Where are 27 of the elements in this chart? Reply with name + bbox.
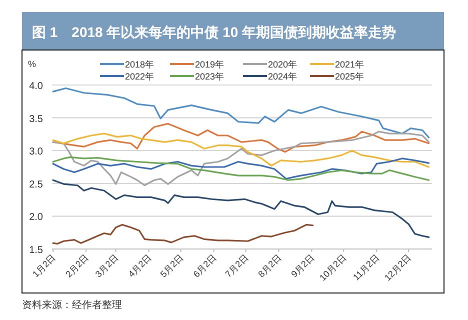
- x-tick-label: 9月2日: [289, 252, 316, 280]
- chart-title: 图 1 2018 年以来每年的中债 10 年期国债到期收益率走势: [32, 24, 396, 40]
- x-tick-label: 2月2日: [64, 252, 90, 280]
- legend-label: 2020年: [268, 60, 298, 70]
- x-tick-label: 6月2日: [191, 252, 218, 280]
- legend-label: 2025年: [335, 72, 364, 82]
- legend-label: 2021年: [335, 60, 364, 70]
- x-tick-label: 10月2日: [318, 252, 348, 283]
- x-tick-label: 12月2日: [382, 252, 413, 283]
- legend-label: 2022年: [125, 72, 154, 82]
- x-tick-label: 8月2日: [256, 252, 284, 280]
- x-tick-label: 5月2日: [158, 252, 186, 280]
- legend-label: 2018年: [125, 60, 154, 70]
- text: 资料来源：经作者整理: [22, 299, 122, 311]
- y-tick-label: 2.0: [29, 212, 44, 224]
- legend-label: 2023年: [195, 72, 224, 82]
- legend-label: 2024年: [268, 72, 298, 82]
- legend-label: 2019年: [195, 60, 224, 70]
- x-tick-label: 11月2日: [351, 252, 382, 282]
- y-tick-label: 2.5: [29, 179, 44, 190]
- y-tick-label: 4.0: [29, 81, 44, 92]
- x-tick-label: 3月2日: [93, 252, 120, 280]
- y-tick-label: 3.5: [29, 114, 44, 125]
- y-axis-title: %: [28, 59, 36, 69]
- x-tick-label: 7月2日: [223, 252, 250, 280]
- x-tick-label: 4月2日: [126, 252, 154, 280]
- y-tick-label: 3.0: [29, 146, 44, 158]
